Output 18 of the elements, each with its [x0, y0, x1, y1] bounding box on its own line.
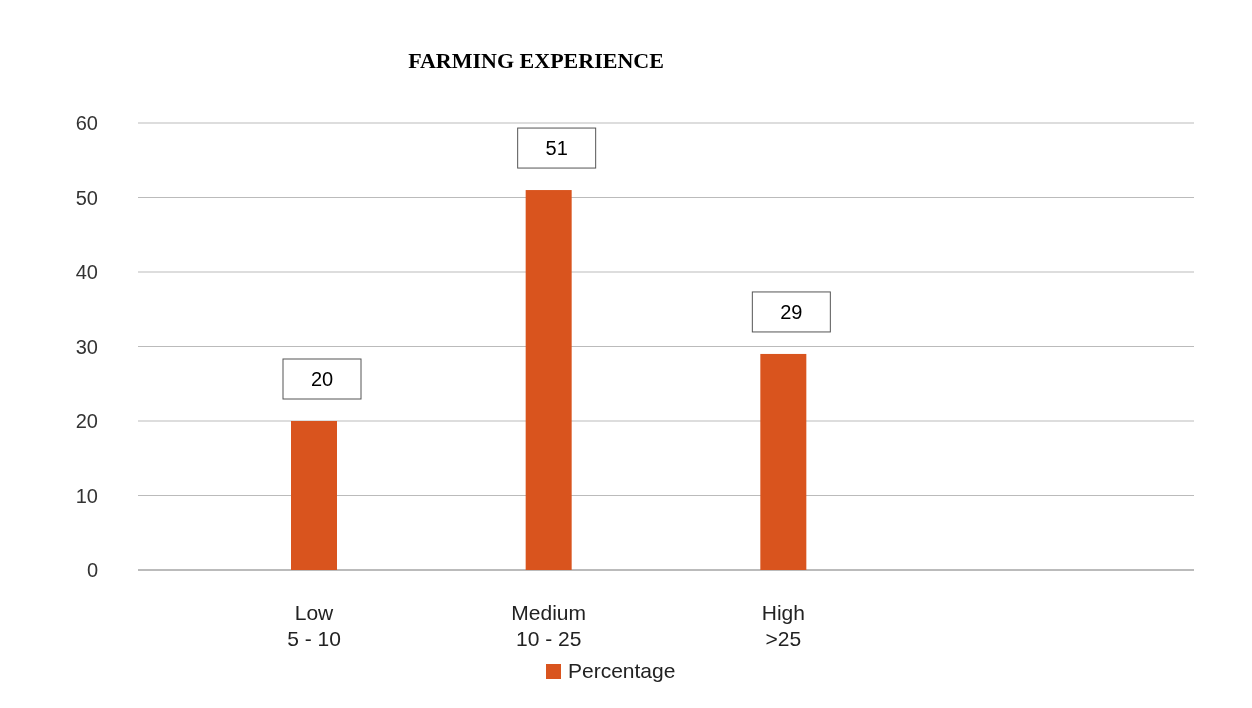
bar — [525, 190, 572, 570]
x-tick-label: Medium 10 - 25 — [511, 601, 587, 650]
y-tick-label: 40 — [75, 261, 98, 283]
data-label: 29 — [780, 300, 803, 323]
y-tick-label: 30 — [75, 335, 98, 358]
x-tick-label: Low 5 - 10 — [287, 601, 341, 650]
data-label: 51 — [545, 137, 568, 160]
y-tick-label: 10 — [75, 484, 98, 507]
bar — [760, 353, 807, 570]
y-tick-label: 20 — [75, 410, 98, 432]
bar — [291, 421, 337, 570]
data-label: 20 — [310, 368, 334, 390]
chart-title: FARMING EXPERIENCE — [408, 48, 664, 73]
x-tick-label: High >25 — [761, 601, 805, 650]
legend-label: Percentage — [568, 659, 676, 682]
y-tick-label: 60 — [75, 112, 98, 134]
y-tick-label: 0 — [86, 559, 98, 581]
y-tick-label: 50 — [75, 186, 98, 209]
